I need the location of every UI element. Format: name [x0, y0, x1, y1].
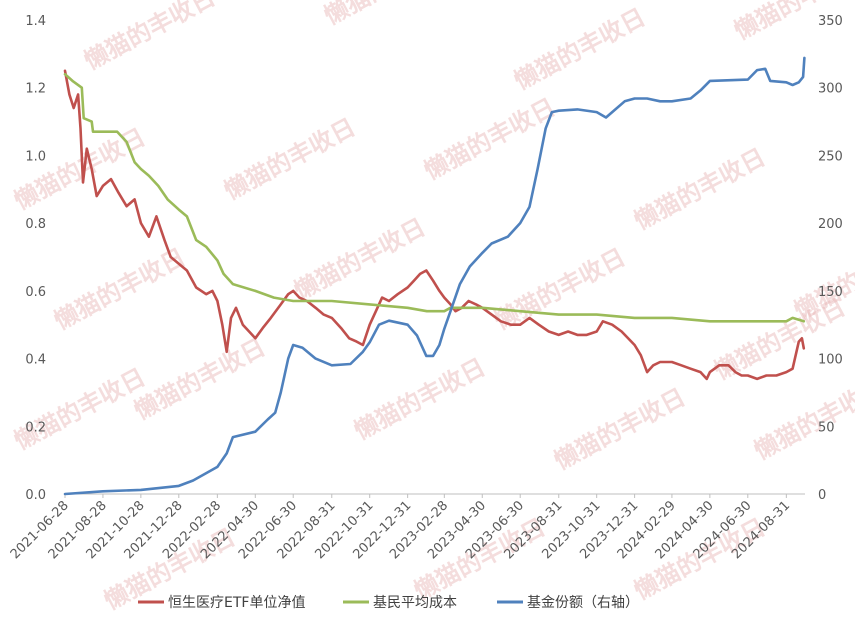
y-right-tick-label: 50	[818, 420, 835, 435]
y-left-tick-label: 0.6	[25, 285, 46, 300]
series-line-2	[63, 56, 806, 496]
series-lines	[63, 56, 806, 496]
y-right-tick-label: 300	[818, 82, 843, 97]
watermark-text: 懒猫的丰收日	[10, 363, 150, 455]
watermark-text: 懒猫的丰收日	[290, 213, 430, 305]
watermark-text: 懒猫的丰收日	[550, 383, 690, 475]
series-line-1	[63, 72, 806, 323]
watermark-text: 懒猫的丰收日	[350, 353, 490, 445]
watermark-text: 懒猫的丰收日	[510, 3, 650, 95]
watermark-text: 懒猫的丰收日	[320, 0, 460, 30]
watermark-text: 懒猫的丰收日	[220, 113, 360, 205]
series-line-0	[63, 69, 806, 381]
y-left-tick-label: 0.8	[25, 217, 46, 232]
watermark-text: 懒猫的丰收日	[630, 143, 770, 235]
y-left-tick-label: 1.4	[25, 14, 46, 29]
watermark-text: 懒猫的丰收日	[50, 243, 190, 335]
y-left-tick-label: 0.4	[25, 353, 46, 368]
y-left-tick-label: 0.0	[25, 488, 46, 503]
watermark-text: 懒猫的丰收日	[490, 243, 630, 335]
legend-label-0: 恒生医疗ETF单位净值	[168, 595, 305, 611]
y-right-tick-label: 0	[818, 488, 826, 503]
legend-label-1: 基民平均成本	[373, 594, 457, 611]
y-left-tick-label: 1.2	[25, 82, 46, 97]
y-right-tick-label: 200	[818, 217, 843, 232]
y-right-tick-label: 250	[818, 149, 843, 164]
y-left-tick-label: 0.2	[25, 420, 46, 435]
watermark-text: 懒猫的丰收日	[750, 373, 855, 465]
y-right-tick-label: 350	[818, 14, 843, 29]
watermark-text: 懒猫的丰收日	[420, 93, 560, 185]
watermark-text: 懒猫的丰收日	[130, 333, 270, 425]
y-right-tick-label: 100	[818, 353, 843, 368]
y-right-tick-label: 150	[818, 285, 843, 300]
legend: 恒生医疗ETF单位净值 基民平均成本 基金份额（右轴）	[138, 594, 639, 611]
y-left-tick-label: 1.0	[25, 149, 46, 164]
legend-label-2: 基金份额（右轴）	[527, 594, 639, 611]
watermark-text: 懒猫的丰收日	[80, 0, 220, 75]
